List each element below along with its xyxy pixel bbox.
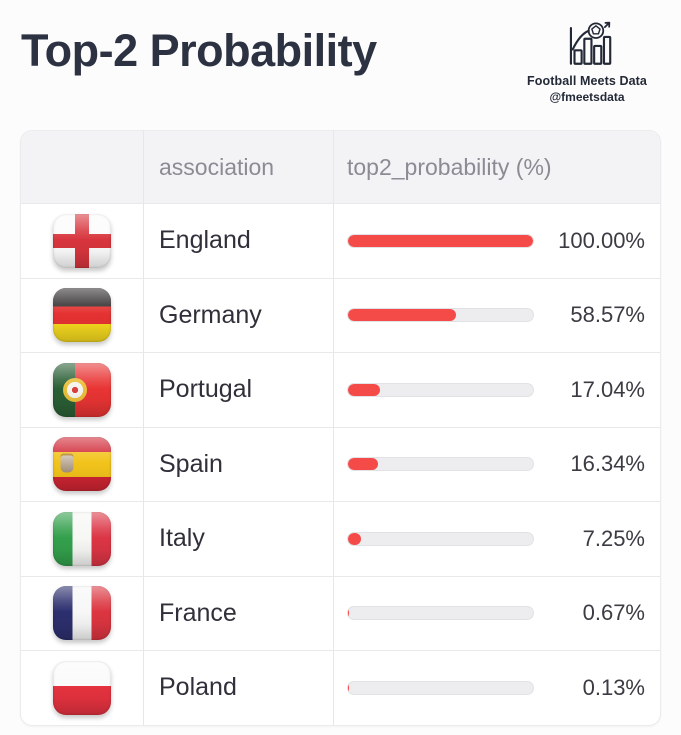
probability-bar-fill: [348, 383, 380, 396]
association-name: Germany: [159, 300, 262, 329]
probability-cell: 58.57%: [333, 278, 660, 352]
brand-name: Football Meets Data: [527, 74, 647, 88]
probability-bar-track: [347, 382, 534, 397]
flag-emblem: [60, 455, 74, 473]
probability-cell: 100.00%: [333, 204, 660, 278]
table-header-row: association top2_probability (%): [21, 131, 660, 203]
probability-cell: 0.67%: [333, 576, 660, 650]
flag-icon: [53, 437, 111, 492]
probability-bar-fill: [348, 234, 533, 247]
probability-bar-track: [347, 680, 534, 695]
probability-bar-fill: [348, 607, 350, 620]
association-name: Poland: [159, 673, 237, 702]
association-cell: Portugal: [143, 353, 333, 427]
table-row: Spain 16.34%: [21, 426, 660, 502]
flag-cell: [21, 651, 143, 725]
association-name: Spain: [159, 449, 223, 478]
table-row: Poland 0.13%: [21, 650, 660, 725]
flag-cell: [21, 353, 143, 427]
association-name: England: [159, 226, 251, 255]
probability-cell: 16.34%: [333, 427, 660, 501]
probability-bar-track: [347, 308, 534, 323]
association-name: Italy: [159, 524, 205, 553]
probability-value: 0.13%: [582, 674, 645, 700]
association-cell: Poland: [143, 651, 333, 725]
flag-icon: [53, 660, 111, 715]
brand-block: Football Meets Data @fmeetsdata: [507, 20, 667, 104]
flag-icon: [53, 288, 111, 343]
flag-cell: [21, 502, 143, 576]
bar-chart-football-arrow-icon: [569, 21, 612, 65]
probability-bar-track: [347, 531, 534, 546]
probability-cell: 17.04%: [333, 353, 660, 427]
page-title: Top-2 Probability: [21, 25, 377, 76]
flag-icon: [53, 213, 111, 268]
flag-cell: [21, 577, 143, 651]
header-association: association: [143, 131, 333, 203]
probability-bar-track: [347, 457, 534, 472]
probability-table: association top2_probability (%) England…: [20, 130, 661, 726]
header-probability: top2_probability (%): [333, 131, 660, 203]
association-name: Portugal: [159, 375, 253, 404]
probability-value: 58.57%: [570, 302, 645, 328]
flag-cell: [21, 279, 143, 353]
probability-bar-fill: [348, 458, 379, 471]
probability-bar-fill: [348, 532, 362, 545]
probability-value: 100.00%: [558, 227, 645, 253]
association-name: France: [159, 598, 237, 627]
association-cell: Italy: [143, 502, 333, 576]
flag-icon: [53, 362, 111, 417]
association-cell: Spain: [143, 427, 333, 501]
flag-cell: [21, 204, 143, 278]
flag-emblem: [63, 377, 88, 402]
probability-cell: 0.13%: [333, 651, 660, 725]
flag-icon: [53, 586, 111, 641]
probability-bar-track: [347, 233, 534, 248]
table-row: France 0.67%: [21, 575, 660, 651]
table-body: England 100.00% Germany 58.57%: [21, 203, 660, 725]
table-row: England 100.00%: [21, 203, 660, 278]
flag-icon: [53, 511, 111, 566]
association-cell: France: [143, 576, 333, 650]
association-cell: England: [143, 204, 333, 278]
probability-value: 7.25%: [582, 525, 645, 551]
table-row: Germany 58.57%: [21, 277, 660, 353]
header-flag-column: [21, 131, 143, 203]
probability-bar-fill: [348, 309, 457, 322]
probability-value: 17.04%: [570, 376, 645, 402]
association-cell: Germany: [143, 278, 333, 352]
brand-handle: @fmeetsdata: [549, 90, 625, 104]
flag-cell: [21, 428, 143, 502]
page-header: Top-2 Probability Football Meets Data @f…: [0, 0, 681, 130]
table-row: Italy 7.25%: [21, 501, 660, 576]
probability-bar-track: [347, 606, 534, 621]
probability-cell: 7.25%: [333, 502, 660, 576]
probability-value: 16.34%: [570, 451, 645, 477]
probability-value: 0.67%: [582, 600, 645, 626]
table-row: Portugal 17.04%: [21, 352, 660, 427]
